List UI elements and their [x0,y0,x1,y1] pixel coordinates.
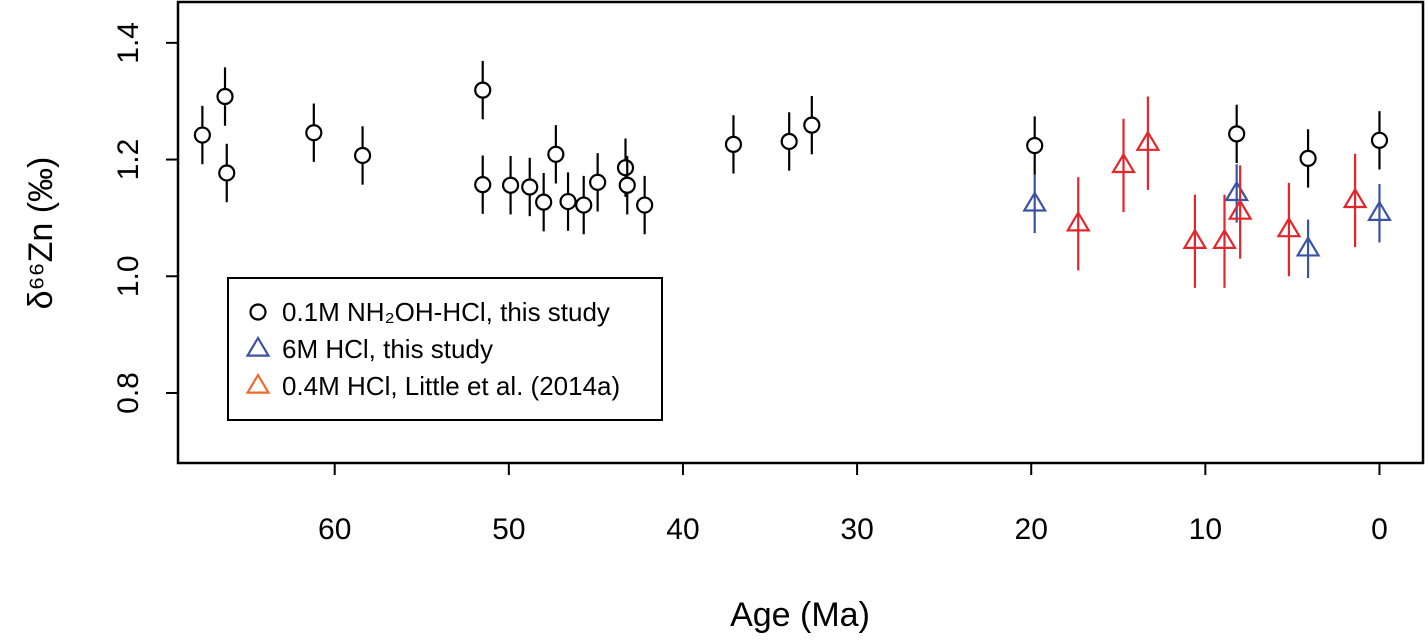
data-point-circle [216,87,234,106]
legend-box [227,277,663,421]
data-point-triangle [1367,200,1392,221]
data-point-circle [616,159,635,177]
x-tick-label: 40 [666,513,699,546]
x-tick-label: 20 [1015,513,1048,546]
data-point-circle [547,145,565,163]
data-point-triangle [1224,180,1250,202]
data-point-circle [618,176,636,194]
data-point-circle [218,164,236,182]
data-point-circle [193,126,211,144]
x-tick-label: 30 [840,513,873,546]
legend-marker-circle [249,303,267,321]
data-point-triangle [1182,228,1208,249]
x-tick-label: 10 [1189,513,1222,546]
data-point-circle [501,176,520,194]
data-point-circle [1299,149,1317,167]
legend-label: 0.4M HCl, Little et al. (2014a) [282,371,620,401]
x-axis-title: Age (Ma) [730,596,870,634]
legend: 0.1M NH₂OH-HCl, this study 6M HCl, this s… [227,277,663,421]
y-tick-label: 0.8 [112,372,145,414]
data-point-triangle [1065,210,1091,232]
series-1 [1022,164,1392,279]
x-tick-label: 0 [1371,513,1388,546]
data-point-circle [803,116,821,134]
data-point-circle [1370,131,1389,149]
data-point-circle [474,81,492,99]
data-point-circle [724,135,743,153]
data-point-circle [575,196,593,214]
legend-marker-triangle [245,372,271,394]
y-tick-label: 1.0 [112,255,145,297]
y-tick-label: 1.4 [112,22,145,64]
data-point-circle [589,173,607,191]
data-point-circle [1228,125,1246,143]
data-point-triangle [1276,216,1302,238]
y-tick-label: 1.2 [112,139,145,181]
legend-label: 0.1M NH₂OH-HCl, this study [282,297,610,327]
data-point-circle [1026,136,1044,155]
data-point-circle [521,178,539,196]
series-2 [1065,96,1368,288]
y-axis-title: δ⁶⁶Zn (‰) [22,157,60,310]
data-point-triangle [1227,198,1253,220]
data-point-circle [636,196,654,214]
data-point-circle [474,176,492,194]
data-point-triangle [1111,152,1136,174]
y-axis: 1.4 1.2 1.0 0.8 [112,22,178,414]
data-point-triangle [1212,228,1237,249]
x-tick-label: 60 [318,513,351,546]
data-point-circle [780,132,798,151]
data-point-circle [353,146,372,165]
legend-label: 6M HCl, this study [282,334,493,364]
data-point-circle [559,192,577,211]
data-series [193,60,1392,288]
data-point-triangle [1135,130,1161,151]
data-point-triangle [1295,235,1321,257]
data-point-circle [305,124,323,142]
data-point-triangle [1342,187,1368,209]
plot-frame [176,0,1425,465]
series-0 [193,60,1389,235]
x-tick-label: 50 [492,513,525,546]
data-point-triangle [1022,190,1048,212]
legend-marker-triangle [245,335,271,357]
x-axis: 60 50 40 30 20 10 0 [318,463,1388,546]
data-point-circle [535,193,553,211]
